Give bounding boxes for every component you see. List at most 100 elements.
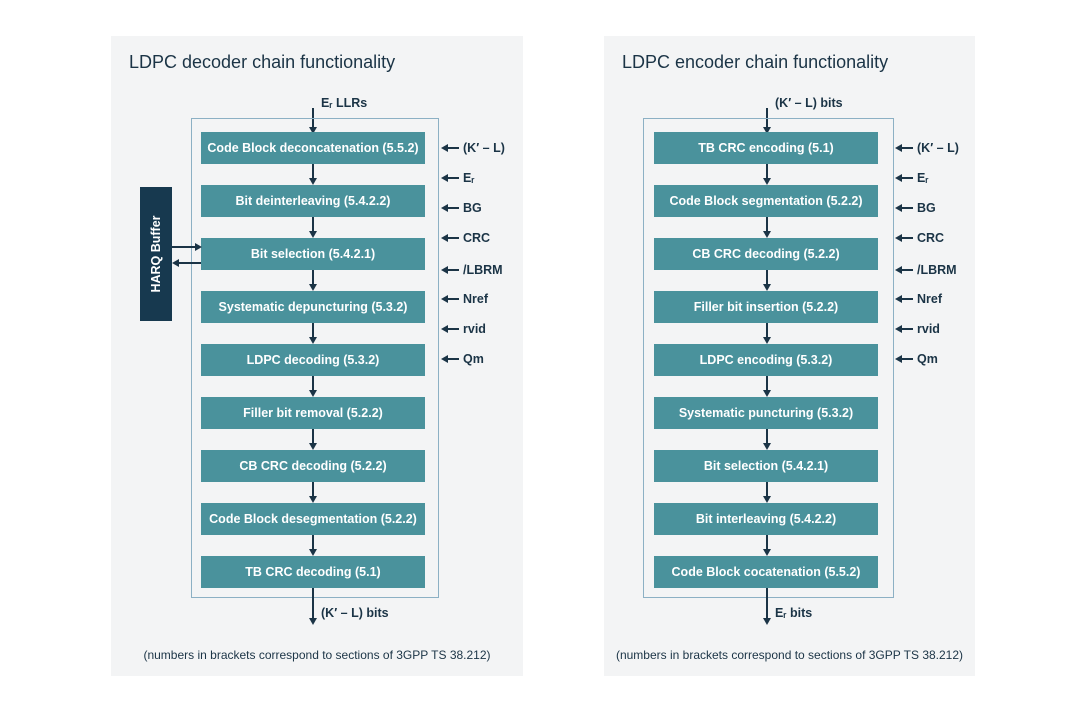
encoder-connector-head	[763, 443, 771, 450]
encoder-param-arrowhead	[895, 266, 902, 274]
decoder-output-arrow	[312, 588, 314, 618]
encoder-connector	[766, 535, 768, 549]
encoder-param-arrowhead	[895, 295, 902, 303]
decoder-output-label: (K′ – L) bits	[321, 606, 389, 620]
decoder-param-arrowhead	[441, 325, 448, 333]
decoder-param-arrow	[447, 237, 459, 239]
harq-to-bit-selection-arrow	[172, 246, 195, 248]
decoder-param-er: Eᵣ	[463, 171, 475, 185]
decoder-param-arrow	[447, 207, 459, 209]
decoder-connector-head	[309, 443, 317, 450]
encoder-param-arrow	[901, 298, 913, 300]
decoder-param-arrow	[447, 298, 459, 300]
decoder-param-rvid: rvid	[463, 322, 486, 336]
decoder-input-label: Eᵣ LLRs	[321, 96, 368, 110]
decoder-param-arrow	[447, 328, 459, 330]
encoder-block-9: Code Block cocatenation (5.5.2)	[654, 556, 878, 588]
harq-buffer: HARQ Buffer	[140, 187, 172, 321]
encoder-connector	[766, 323, 768, 337]
decoder-param-arrowhead	[441, 355, 448, 363]
encoder-param-er: Eᵣ	[917, 171, 929, 185]
decoder-block-1: Code Block deconcatenation (5.5.2)	[201, 132, 425, 164]
encoder-block-5: LDPC encoding (5.3.2)	[654, 344, 878, 376]
decoder-param-arrowhead	[441, 295, 448, 303]
encoder-param-arrow	[901, 358, 913, 360]
decoder-chain-frame	[191, 118, 439, 598]
decoder-connector	[312, 217, 314, 231]
decoder-param-arrowhead	[441, 174, 448, 182]
encoder-param-rvid: rvid	[917, 322, 940, 336]
harq-buffer-label: HARQ Buffer	[149, 215, 163, 293]
encoder-param-arrowhead	[895, 204, 902, 212]
encoder-connector	[766, 164, 768, 178]
decoder-param-arrowhead	[441, 266, 448, 274]
decoder-param-k-minus-l: (K′ – L)	[463, 141, 505, 155]
decoder-connector-head	[309, 231, 317, 238]
encoder-input-arrowhead	[763, 127, 771, 134]
encoder-input-arrow	[766, 108, 768, 130]
encoder-connector-head	[763, 231, 771, 238]
decoder-footnote: (numbers in brackets correspond to secti…	[143, 648, 491, 662]
encoder-connector	[766, 270, 768, 284]
encoder-connector	[766, 376, 768, 390]
bit-selection-to-harq-arrow	[179, 262, 201, 264]
encoder-block-6: Systematic puncturing (5.3.2)	[654, 397, 878, 429]
encoder-block-2: Code Block segmentation (5.2.2)	[654, 185, 878, 217]
decoder-panel: LDPC decoder chain functionality Eᵣ LLRs…	[111, 36, 523, 676]
encoder-output-label: Eᵣ bits	[775, 606, 813, 620]
encoder-chain-frame	[643, 118, 894, 598]
encoder-param-arrow	[901, 237, 913, 239]
decoder-param-crc: CRC	[463, 231, 491, 245]
decoder-block-2: Bit deinterleaving (5.4.2.2)	[201, 185, 425, 217]
decoder-param-bg: BG	[463, 201, 482, 215]
decoder-param-arrowhead	[441, 204, 448, 212]
encoder-input-label: (K′ – L) bits	[775, 96, 843, 110]
bit-selection-to-harq-arrowhead	[172, 259, 179, 267]
decoder-connector-head	[309, 549, 317, 556]
decoder-connector	[312, 164, 314, 178]
encoder-block-4: Filler bit insertion (5.2.2)	[654, 291, 878, 323]
decoder-param-arrowhead	[441, 234, 448, 242]
encoder-block-3: CB CRC decoding (5.2.2)	[654, 238, 878, 270]
decoder-connector	[312, 270, 314, 284]
encoder-title: LDPC encoder chain functionality	[622, 52, 889, 72]
decoder-connector-head	[309, 178, 317, 185]
encoder-param-crc: CRC	[917, 231, 945, 245]
decoder-param-arrow	[447, 269, 459, 271]
encoder-param-arrow	[901, 207, 913, 209]
encoder-param-bg: BG	[917, 201, 936, 215]
harq-to-bit-selection-arrowhead	[195, 243, 202, 251]
encoder-param-lbrm: /LBRM	[917, 263, 957, 277]
decoder-block-4: Systematic depuncturing (5.3.2)	[201, 291, 425, 323]
encoder-connector	[766, 217, 768, 231]
decoder-connector	[312, 376, 314, 390]
encoder-connector-head	[763, 284, 771, 291]
decoder-output-arrowhead	[309, 618, 317, 625]
decoder-input-arrowhead	[309, 127, 317, 134]
encoder-panel: LDPC encoder chain functionality (K′ – L…	[604, 36, 975, 676]
decoder-param-arrow	[447, 358, 459, 360]
encoder-block-1: TB CRC encoding (5.1)	[654, 132, 878, 164]
encoder-param-nref: Nref	[917, 292, 943, 306]
encoder-param-arrowhead	[895, 174, 902, 182]
encoder-connector	[766, 482, 768, 496]
encoder-param-arrowhead	[895, 144, 902, 152]
encoder-param-k-minus-l: (K′ – L)	[917, 141, 959, 155]
decoder-block-8: Code Block desegmentation (5.2.2)	[201, 503, 425, 535]
decoder-block-9: TB CRC decoding (5.1)	[201, 556, 425, 588]
encoder-param-arrowhead	[895, 355, 902, 363]
encoder-connector-head	[763, 496, 771, 503]
encoder-footnote: (numbers in brackets correspond to secti…	[615, 648, 964, 662]
decoder-block-7: CB CRC decoding (5.2.2)	[201, 450, 425, 482]
decoder-connector-head	[309, 337, 317, 344]
decoder-input-arrow	[312, 108, 314, 130]
decoder-param-arrow	[447, 147, 459, 149]
encoder-param-arrow	[901, 177, 913, 179]
decoder-block-5: LDPC decoding (5.3.2)	[201, 344, 425, 376]
encoder-output-arrowhead	[763, 618, 771, 625]
encoder-param-arrow	[901, 147, 913, 149]
decoder-param-qm: Qm	[463, 352, 484, 366]
decoder-connector	[312, 429, 314, 443]
decoder-connector	[312, 482, 314, 496]
encoder-output-arrow	[766, 588, 768, 618]
